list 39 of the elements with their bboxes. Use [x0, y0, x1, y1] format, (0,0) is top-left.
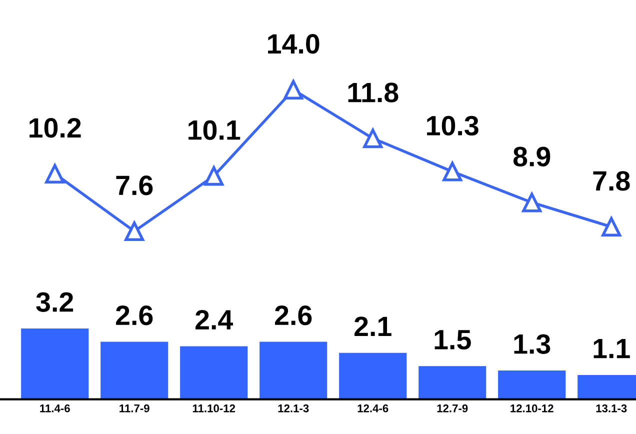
x-tick-label: 12.10-12: [510, 404, 554, 412]
data-label: 1.1: [594, 338, 630, 358]
x-tick-label: 13.1-3: [596, 404, 627, 412]
x-tick-label: 12.7-9: [437, 404, 468, 412]
data-label: 14.0: [268, 34, 320, 54]
point: [602, 217, 622, 237]
point: [124, 222, 144, 241]
data-label: 2.6: [116, 306, 153, 326]
data-label: 10.3: [427, 116, 478, 136]
bar: [418, 366, 486, 400]
point: [442, 162, 462, 182]
x-tick-label: 12.1-3: [278, 404, 309, 412]
data-label: 2.1: [354, 316, 392, 336]
data-label: 1.5: [434, 330, 471, 350]
point: [45, 164, 65, 184]
bar: [180, 346, 248, 400]
x-tick-label: 11.7-9: [120, 404, 150, 412]
point: [522, 192, 542, 212]
bar: [339, 352, 407, 400]
point: [363, 128, 383, 148]
data-label: 2.6: [275, 306, 312, 326]
data-label: 10.2: [30, 118, 81, 138]
data-label: 11.8: [348, 82, 398, 102]
point: [284, 80, 304, 100]
data-label: 1.3: [514, 334, 550, 354]
bar: [100, 342, 168, 400]
data-label: 7.6: [116, 176, 153, 196]
data-label: 7.8: [593, 171, 630, 191]
data-label: 3.2: [36, 292, 74, 312]
x-tick-label: 12.4-6: [358, 404, 388, 412]
bar: [260, 342, 328, 400]
data-label: 2.4: [196, 310, 234, 330]
data-label: 10.1: [188, 120, 240, 140]
point: [204, 166, 224, 186]
x-tick-label: 11.10-12: [192, 404, 236, 412]
x-tick-label: 11.4-6: [40, 404, 70, 412]
bar: [21, 328, 89, 400]
bar: [498, 370, 566, 400]
data-label: 8.9: [513, 146, 550, 166]
